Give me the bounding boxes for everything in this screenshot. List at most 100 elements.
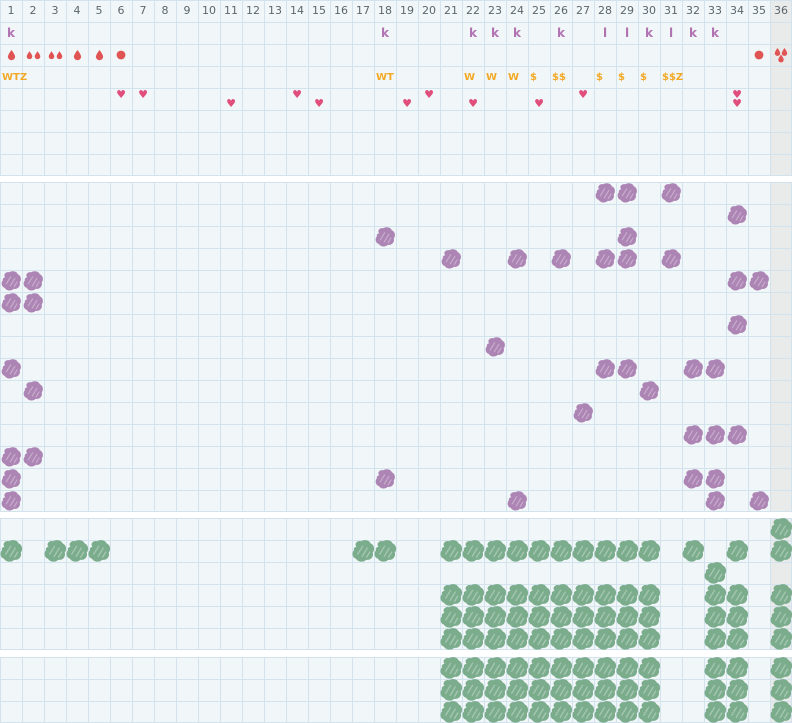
green-blob-icon[interactable] [550,701,573,723]
label-marker[interactable]: $ [618,71,625,83]
green-blob-icon[interactable] [682,540,705,562]
heart-icon[interactable]: ♥ [226,97,236,110]
purple-blob-icon[interactable] [704,490,726,512]
label-marker[interactable]: WT [376,71,394,83]
letter-marker[interactable]: k [557,26,565,40]
purple-blob-icon[interactable] [726,424,748,446]
green-blob-icon[interactable] [704,584,727,606]
purple-blob-icon[interactable] [22,380,44,402]
letter-marker[interactable]: k [645,26,653,40]
green-blob-icon[interactable] [594,584,617,606]
green-blob-icon[interactable] [66,540,89,562]
purple-blob-icon[interactable] [0,292,22,314]
green-blob-icon[interactable] [770,606,792,628]
heart-icon[interactable]: ♥ [402,97,412,110]
purple-blob-icon[interactable] [0,358,22,380]
label-marker[interactable]: W [486,71,498,83]
green-blob-icon[interactable] [616,584,639,606]
letter-marker[interactable]: l [602,26,608,40]
green-blob-icon[interactable] [440,540,463,562]
green-blob-icon[interactable] [594,679,617,701]
green-blob-icon[interactable] [440,657,463,679]
green-blob-icon[interactable] [506,679,529,701]
green-blob-icon[interactable] [484,701,507,723]
green-blob-icon[interactable] [506,606,529,628]
green-blob-icon[interactable] [528,701,551,723]
green-blob-icon[interactable] [462,606,485,628]
purple-blob-icon[interactable] [0,490,22,512]
double-drop-icon[interactable] [44,44,66,66]
green-blob-icon[interactable] [704,606,727,628]
purple-blob-icon[interactable] [704,468,726,490]
letter-marker[interactable]: k [711,26,719,40]
purple-blob-icon[interactable] [616,182,638,204]
heart-icon[interactable]: ♥ [314,97,324,110]
green-blob-icon[interactable] [594,540,617,562]
purple-blob-icon[interactable] [704,424,726,446]
green-blob-icon[interactable] [770,518,792,540]
green-blob-icon[interactable] [638,606,661,628]
green-blob-icon[interactable] [550,679,573,701]
purple-blob-icon[interactable] [22,446,44,468]
purple-blob-icon[interactable] [660,182,682,204]
green-blob-icon[interactable] [638,657,661,679]
purple-blob-icon[interactable] [374,468,396,490]
green-blob-icon[interactable] [616,701,639,723]
purple-blob-icon[interactable] [594,358,616,380]
green-blob-icon[interactable] [440,584,463,606]
green-blob-icon[interactable] [462,679,485,701]
green-blob-icon[interactable] [704,701,727,723]
green-blob-icon[interactable] [550,606,573,628]
green-blob-icon[interactable] [726,628,749,650]
green-blob-icon[interactable] [594,606,617,628]
purple-blob-icon[interactable] [616,248,638,270]
green-blob-icon[interactable] [770,584,792,606]
purple-blob-icon[interactable] [22,270,44,292]
label-marker[interactable]: $$Z [662,71,684,83]
green-blob-icon[interactable] [594,628,617,650]
green-blob-icon[interactable] [616,606,639,628]
purple-blob-icon[interactable] [0,468,22,490]
purple-blob-icon[interactable] [22,292,44,314]
green-blob-icon[interactable] [44,540,67,562]
label-marker[interactable]: $$ [552,71,566,83]
drop-icon[interactable] [88,44,110,66]
green-blob-icon[interactable] [528,657,551,679]
green-blob-icon[interactable] [616,628,639,650]
purple-blob-icon[interactable] [506,248,528,270]
green-blob-icon[interactable] [572,628,595,650]
drop-icon[interactable] [66,44,88,66]
green-blob-icon[interactable] [572,540,595,562]
green-blob-icon[interactable] [440,606,463,628]
heart-icon[interactable]: ♥ [578,88,588,101]
purple-blob-icon[interactable] [726,204,748,226]
green-blob-icon[interactable] [528,584,551,606]
green-blob-icon[interactable] [704,562,727,584]
label-marker[interactable]: $ [596,71,603,83]
purple-blob-icon[interactable] [440,248,462,270]
green-blob-icon[interactable] [704,657,727,679]
green-blob-icon[interactable] [528,628,551,650]
green-blob-icon[interactable] [726,584,749,606]
green-blob-icon[interactable] [594,701,617,723]
green-blob-icon[interactable] [726,701,749,723]
purple-blob-icon[interactable] [572,402,594,424]
heart-icon[interactable]: ♥ [116,88,126,101]
triple-drop-icon[interactable] [770,44,792,66]
purple-blob-icon[interactable] [374,226,396,248]
green-blob-icon[interactable] [638,584,661,606]
label-marker[interactable]: WTZ [2,71,28,83]
green-blob-icon[interactable] [572,657,595,679]
letter-marker[interactable]: k [513,26,521,40]
label-marker[interactable]: $ [640,71,647,83]
heart-icon[interactable]: ♥ [138,88,148,101]
green-blob-icon[interactable] [704,628,727,650]
green-blob-icon[interactable] [638,701,661,723]
purple-blob-icon[interactable] [594,248,616,270]
green-blob-icon[interactable] [616,679,639,701]
green-blob-icon[interactable] [484,628,507,650]
purple-blob-icon[interactable] [704,358,726,380]
purple-blob-icon[interactable] [0,270,22,292]
purple-blob-icon[interactable] [550,248,572,270]
letter-marker[interactable]: k [689,26,697,40]
